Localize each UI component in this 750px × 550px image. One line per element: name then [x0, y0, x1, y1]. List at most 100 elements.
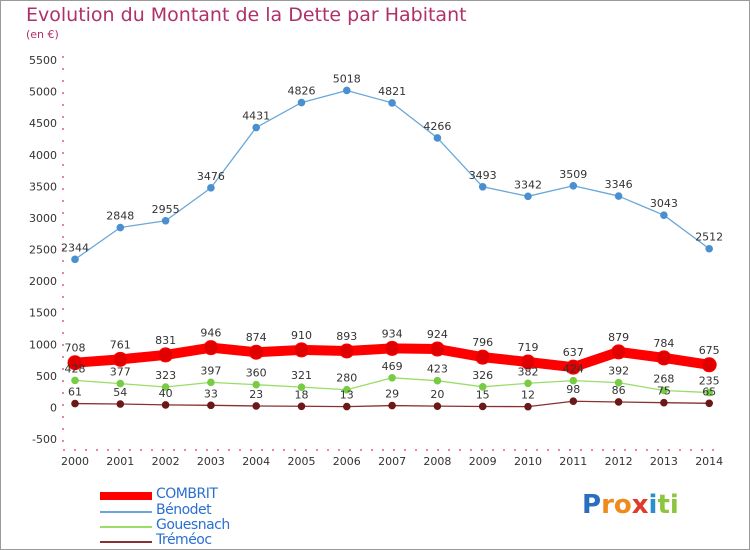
- data-point: [207, 401, 215, 410]
- data-point: [569, 181, 578, 190]
- data-label: 65: [702, 385, 716, 398]
- data-label: 424: [563, 363, 584, 376]
- x-tick-label: 2001: [106, 455, 134, 468]
- data-point: [611, 344, 627, 360]
- data-point: [67, 355, 83, 371]
- data-label: 235: [699, 375, 720, 388]
- data-label: 934: [382, 327, 403, 340]
- data-point: [478, 402, 487, 411]
- legend-label: Gouesnach: [156, 517, 230, 533]
- data-point: [161, 216, 170, 225]
- legend-label: COMBRIT: [156, 486, 218, 502]
- data-label: 3043: [650, 197, 678, 210]
- data-label: 18: [295, 388, 309, 401]
- data-point: [524, 379, 532, 388]
- data-label: 879: [608, 331, 629, 344]
- data-label: 637: [563, 346, 584, 359]
- data-point: [388, 401, 396, 410]
- y-tick-label: 5000: [29, 86, 57, 99]
- data-point: [475, 349, 491, 365]
- data-point: [569, 397, 578, 406]
- data-label: 360: [246, 367, 267, 380]
- data-point: [343, 86, 351, 95]
- data-label: 3509: [559, 168, 587, 181]
- data-point: [158, 347, 174, 363]
- data-label: 61: [68, 386, 82, 399]
- chart-title: Evolution du Montant de la Dette par Hab…: [26, 4, 467, 26]
- data-label: 708: [65, 342, 86, 355]
- data-point: [614, 398, 623, 406]
- data-point: [343, 402, 351, 411]
- data-label: 831: [155, 334, 176, 347]
- data-label: 323: [155, 369, 176, 382]
- data-label: 4821: [378, 85, 406, 98]
- data-point: [252, 380, 261, 389]
- y-tick-label: 1500: [29, 307, 57, 320]
- data-point: [252, 402, 261, 410]
- data-point: [203, 340, 219, 356]
- data-label: 382: [518, 365, 539, 378]
- data-point: [161, 401, 170, 409]
- x-tick-label: 2005: [288, 455, 316, 468]
- y-tick-label: 2500: [29, 244, 57, 257]
- data-point: [478, 182, 487, 191]
- x-tick-label: 2011: [559, 455, 587, 468]
- data-point: [701, 357, 717, 373]
- data-point: [343, 385, 351, 394]
- data-label: 4826: [288, 85, 316, 98]
- data-label: 86: [612, 384, 626, 397]
- data-point: [248, 344, 264, 360]
- data-label: 4266: [423, 120, 451, 133]
- data-point: [705, 244, 714, 253]
- data-label: 280: [336, 372, 357, 385]
- legend-label: Bénodet: [156, 502, 212, 518]
- data-label: 784: [653, 337, 674, 350]
- data-point: [524, 192, 532, 201]
- logo-letter: i: [648, 490, 658, 520]
- data-point: [614, 378, 623, 387]
- x-tick-label: 2014: [695, 455, 723, 468]
- data-point: [112, 351, 128, 367]
- data-label: 469: [382, 360, 403, 373]
- x-tick-label: 2013: [650, 455, 678, 468]
- data-point: [565, 359, 581, 375]
- data-label: 893: [336, 330, 357, 343]
- logo-letter: i: [669, 490, 679, 520]
- data-label: 12: [521, 389, 535, 402]
- y-tick-label: 5500: [29, 54, 57, 67]
- y-tick-label: 4000: [29, 149, 57, 162]
- data-point: [252, 123, 261, 132]
- data-point: [660, 386, 668, 395]
- data-point: [433, 376, 442, 385]
- data-label: 54: [113, 386, 127, 399]
- data-label: 13: [340, 389, 354, 402]
- data-label: 392: [608, 365, 629, 378]
- data-point: [520, 354, 536, 370]
- data-label: 719: [518, 341, 539, 354]
- y-tick-label: 500: [36, 370, 57, 383]
- data-point: [207, 184, 215, 192]
- y-tick-label: -500: [32, 433, 57, 446]
- data-point: [569, 376, 578, 385]
- data-point: [656, 350, 672, 366]
- data-label: 5018: [333, 72, 361, 85]
- logo-letter: P: [582, 490, 602, 520]
- data-point: [433, 134, 442, 142]
- y-tick-label: 4500: [29, 117, 57, 130]
- data-label: 321: [291, 369, 312, 382]
- y-tick-label: 3500: [29, 180, 57, 193]
- x-tick-label: 2009: [469, 455, 497, 468]
- data-label: 2512: [695, 231, 723, 244]
- data-label: 910: [291, 329, 312, 342]
- data-label: 268: [653, 372, 674, 385]
- data-point: [294, 342, 309, 358]
- data-point: [71, 399, 79, 408]
- data-label: 29: [385, 388, 399, 401]
- data-point: [524, 402, 532, 411]
- data-point: [388, 99, 396, 107]
- data-point: [614, 192, 623, 200]
- data-label: 3342: [514, 178, 542, 191]
- data-label: 423: [427, 363, 448, 376]
- data-label: 377: [110, 366, 131, 379]
